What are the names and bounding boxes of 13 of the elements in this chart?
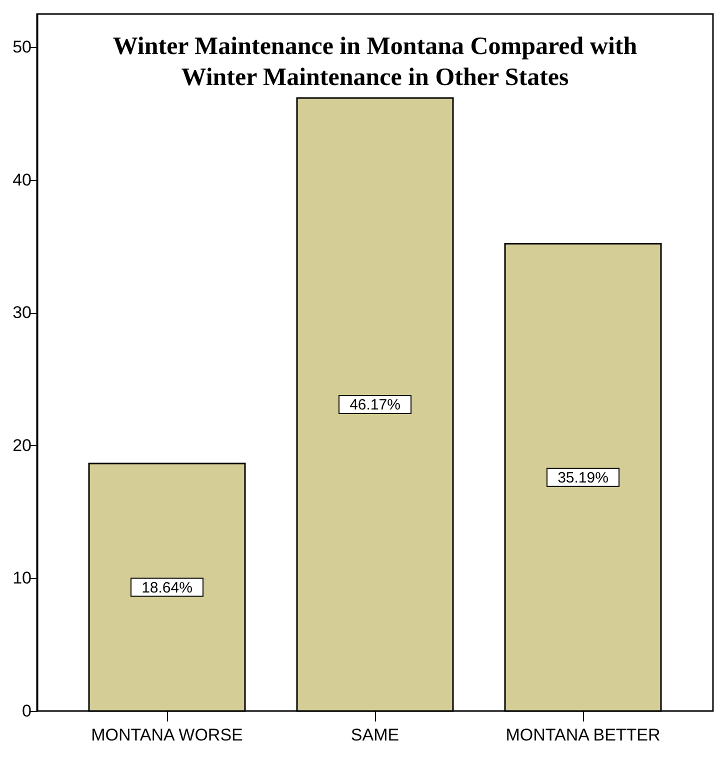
data-label: 35.19% — [558, 469, 608, 486]
y-tick-label: 0 — [22, 702, 32, 720]
x-tick-label: SAME — [350, 726, 400, 744]
x-tick-label: MONTANA BETTER — [506, 726, 660, 744]
data-label: 18.64% — [142, 579, 192, 596]
y-tick-label: 10 — [12, 568, 32, 588]
y-tick-label: 20 — [12, 436, 32, 455]
text: Winter Maintenance in Montana Compared with Winter Maintenance in Other States — [112, 33, 638, 91]
y-tick-label: 30 — [12, 303, 32, 322]
y-tick-label: 40 — [12, 170, 32, 190]
x-tick-label: MONTANA WORSE — [91, 726, 243, 744]
y-tick-label: 50 — [12, 38, 32, 57]
data-label: 46.17% — [350, 396, 400, 414]
